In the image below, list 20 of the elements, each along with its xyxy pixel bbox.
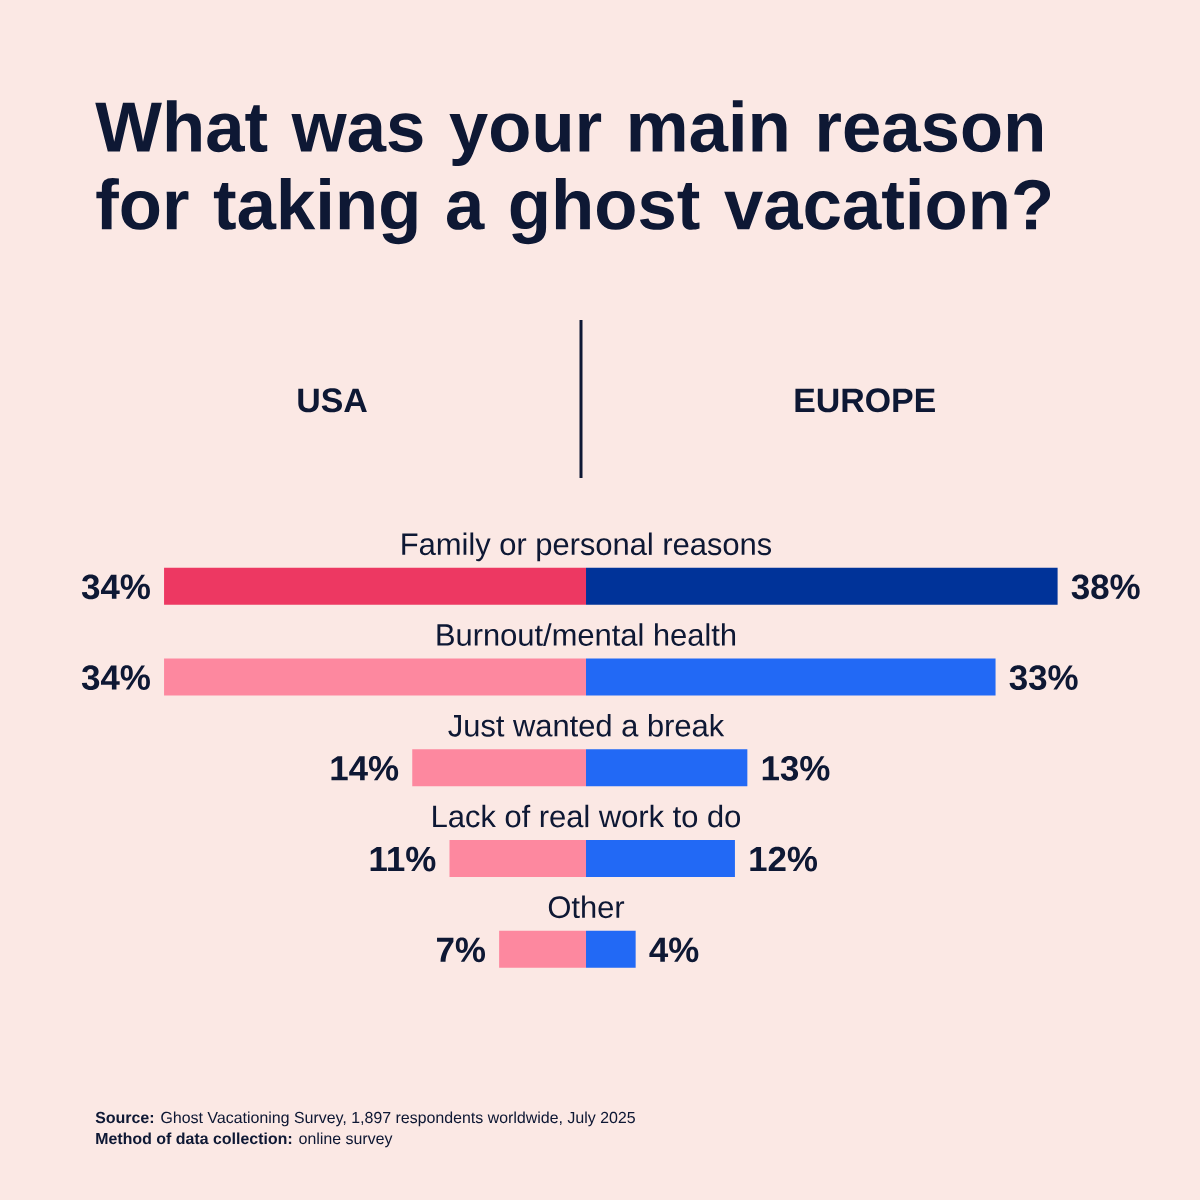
y-tick-label: Burnout/mental health <box>437 623 736 646</box>
data-label: 4% <box>649 937 699 963</box>
y-tick-label: Family or personal reasons <box>402 532 772 562</box>
y-tick-label: Just wanted a break <box>448 713 725 737</box>
data-label: 13% <box>762 756 830 781</box>
data-label: 34% <box>81 665 150 691</box>
data-label: 11% <box>370 846 436 872</box>
text: Source: Ghost Vacationing Survey, 1,897 respondents worldwide, July 2025 <box>95 1111 635 1127</box>
data-label: 12% <box>750 846 817 872</box>
data-label: 7% <box>437 937 486 963</box>
chart-subtitle: USA <box>298 388 367 413</box>
y-tick-label: Lack of real work to do <box>433 804 741 828</box>
data-label: 38% <box>1071 574 1140 600</box>
data-label: 34% <box>81 574 150 600</box>
data-label: 14% <box>331 756 399 781</box>
chart-subtitle: EUROPE <box>795 388 935 413</box>
text: Method of data collection: online survey <box>96 1132 393 1148</box>
y-tick-label: Other <box>548 895 625 919</box>
chart-title: What was your main reason for taking a ghost vacation? <box>95 100 1051 245</box>
data-label: 33% <box>1009 665 1078 691</box>
